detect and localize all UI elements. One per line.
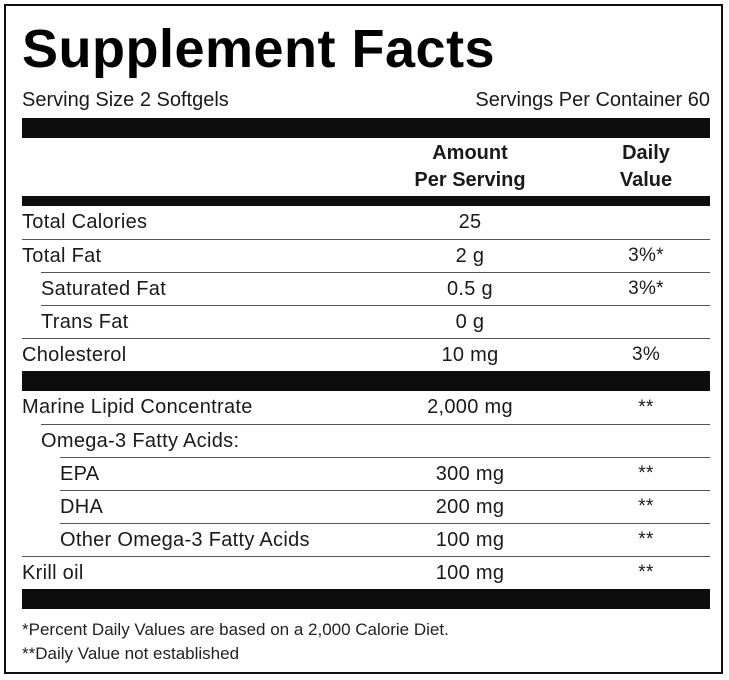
nutrient-row: Total Calories 25 (22, 206, 710, 239)
amount: 300 mg (435, 462, 505, 485)
daily-value: ** (638, 463, 654, 484)
nutrient-name: Krill oil (22, 561, 84, 584)
header-line: Value (619, 169, 673, 191)
amount: 0 g (455, 310, 485, 333)
amount: 25 (458, 211, 482, 233)
daily-value: 3% (631, 344, 661, 365)
daily-value: ** (638, 562, 654, 583)
header-line: Daily (622, 142, 670, 164)
amount: 0.5 g (447, 277, 493, 300)
amount: 2,000 mg (427, 396, 513, 418)
nutrient-name: Trans Fat (41, 310, 129, 333)
daily-value: ** (638, 396, 654, 418)
nutrient-table: Total Calories 25 Total Fat 2 g 3%* Saturated… (22, 206, 710, 609)
serving-size: Serving Size 2 Softgels (22, 89, 229, 111)
divider-bar (22, 589, 710, 609)
daily-value: ** (638, 496, 654, 517)
title: Supplement Facts (22, 19, 496, 79)
column-header: Amount Per Serving Daily Value (22, 138, 710, 196)
divider-bar (22, 196, 710, 206)
nutrient-row: EPA 300 mg ** (60, 457, 710, 490)
amount-header: Amount Per Serving (390, 140, 550, 194)
dv-header: Daily Value (582, 140, 710, 194)
footnote: **Daily Value not established (22, 644, 240, 663)
nutrient-row: Saturated Fat 0.5 g 3%* (41, 272, 710, 305)
supplement-label: Supplement Facts Serving Size 2 Softgels… (4, 4, 723, 674)
daily-value: ** (638, 529, 654, 550)
nutrient-row: Marine Lipid Concentrate 2,000 mg ** (22, 391, 710, 424)
footnotes: *Percent Daily Values are based on a 2,0… (22, 618, 710, 666)
nutrient-name: DHA (60, 495, 104, 518)
divider-bar (22, 118, 710, 138)
nutrient-name: Cholesterol (22, 343, 127, 366)
nutrient-row: Krill oil 100 mg ** (22, 556, 710, 589)
serving-info: Serving Size 2 Softgels Servings Per Con… (22, 88, 710, 112)
servings-per-container: Servings Per Container 60 (475, 89, 710, 111)
label-content: Supplement Facts Serving Size 2 Softgels… (22, 6, 710, 666)
header-line: Amount (432, 142, 508, 164)
amount: 100 mg (435, 561, 505, 584)
nutrient-name: Total Fat (22, 244, 102, 267)
divider-bar (22, 371, 710, 391)
nutrient-name: Marine Lipid Concentrate (22, 396, 253, 418)
nutrient-name: Total Calories (22, 211, 148, 233)
nutrient-row: Other Omega-3 Fatty Acids 100 mg ** (60, 523, 710, 556)
amount: 100 mg (435, 528, 505, 551)
amount: 10 mg (441, 343, 499, 366)
amount: 200 mg (435, 495, 505, 518)
nutrient-name: EPA (60, 462, 100, 485)
amount: 2 g (455, 244, 485, 267)
nutrient-name: Other Omega-3 Fatty Acids (60, 528, 310, 551)
nutrient-row: Total Fat 2 g 3%* (22, 239, 710, 272)
nutrient-name: Omega-3 Fatty Acids: (41, 429, 240, 452)
daily-value: 3%* (628, 245, 664, 266)
header-line: Per Serving (414, 169, 526, 191)
nutrient-row: Omega-3 Fatty Acids: (41, 424, 710, 457)
daily-value: 3%* (628, 278, 664, 299)
nutrient-row: DHA 200 mg ** (60, 490, 710, 523)
nutrient-row: Trans Fat 0 g (41, 305, 710, 338)
nutrient-name: Saturated Fat (41, 277, 167, 300)
footnote: *Percent Daily Values are based on a 2,0… (22, 620, 449, 639)
nutrient-row: Cholesterol 10 mg 3% (22, 338, 710, 371)
